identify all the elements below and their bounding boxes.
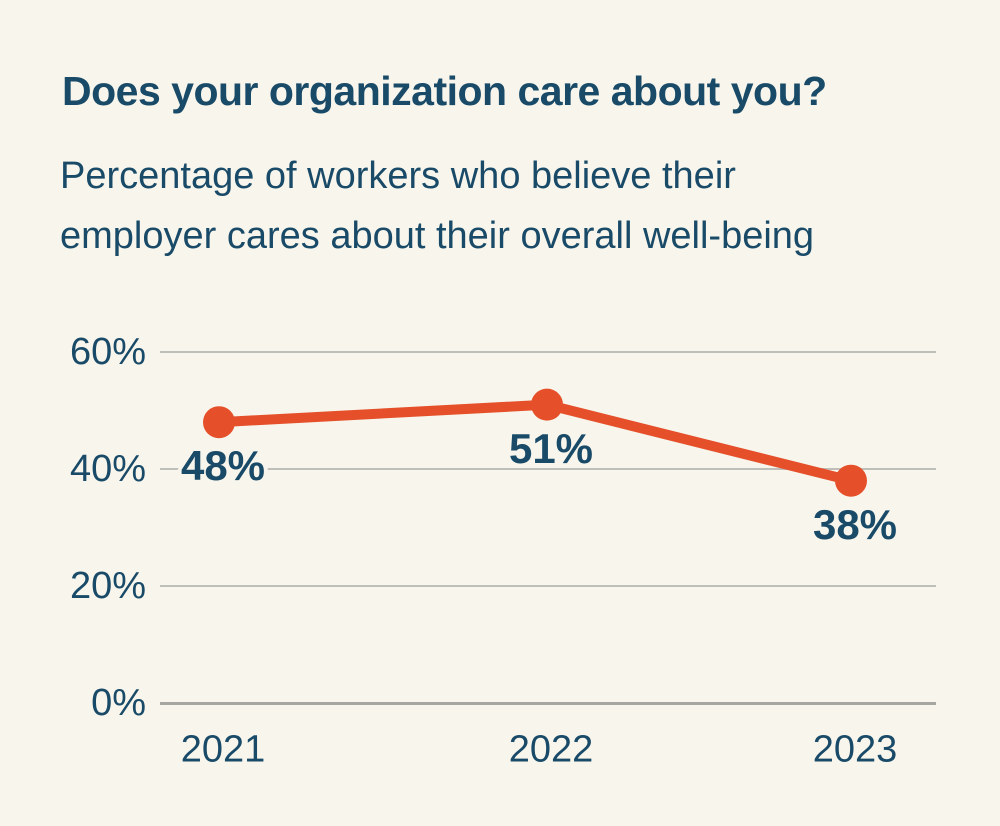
- chart-title: Does your organization care about you?: [62, 68, 827, 114]
- gridline-20: [160, 585, 936, 587]
- data-point-marker-2022: [531, 388, 563, 421]
- data-point-marker-2021: [203, 406, 235, 439]
- x-axis-tick-label-2023: 2023: [812, 728, 898, 771]
- chart-subtitle-line-1: Percentage of workers who believe their: [60, 155, 736, 197]
- y-axis-tick-label: 60%: [69, 331, 146, 373]
- chart-subtitle-line-2: employer cares about their overall well-…: [60, 215, 815, 257]
- chart-subtitle: Percentage of workers who believe their …: [60, 146, 814, 266]
- x-axis-tick-label-2022: 2022: [508, 728, 594, 771]
- y-axis-tick-label: 0%: [91, 682, 146, 724]
- data-point-label-2022: 51%: [508, 424, 594, 472]
- gridline-40: [160, 468, 936, 470]
- data-point-marker-2023: [835, 464, 867, 497]
- data-point-label-2023: 38%: [812, 500, 898, 548]
- gridline-60: [160, 351, 936, 353]
- data-point-label-2021: 48%: [180, 442, 266, 490]
- x-axis-tick-label-2021: 2021: [180, 728, 266, 771]
- x-axis-baseline: [160, 701, 936, 705]
- y-axis-tick-label: 20%: [69, 565, 146, 607]
- y-axis-tick-label: 40%: [69, 448, 146, 490]
